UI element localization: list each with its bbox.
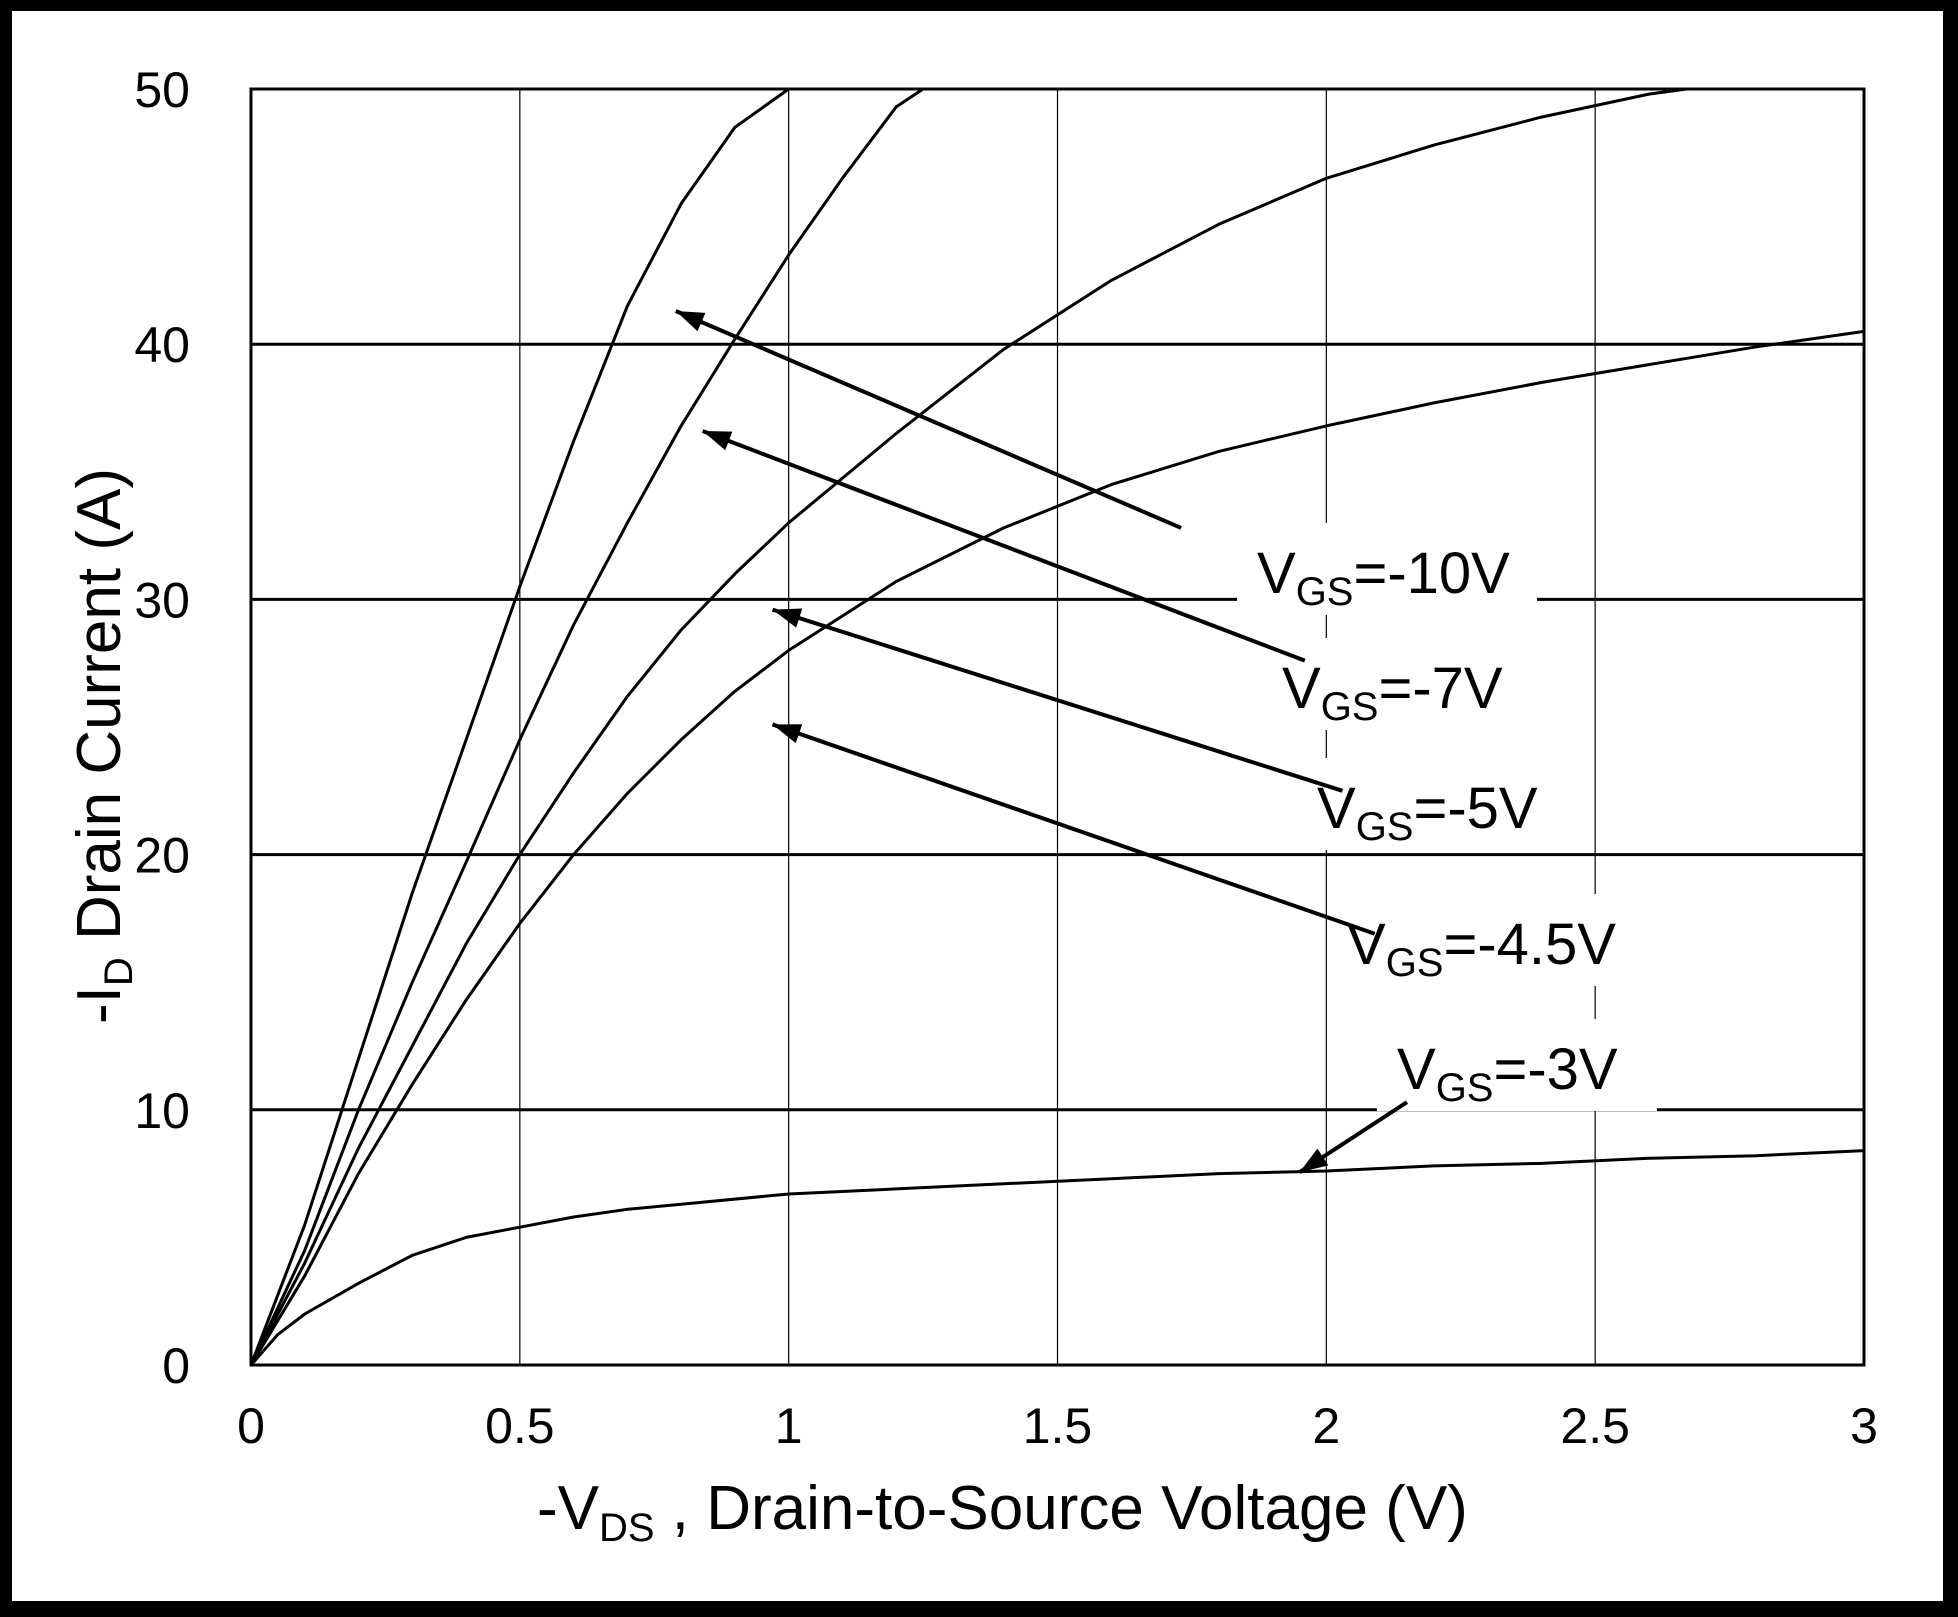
x-tick-label: 0.5 [485,1398,555,1454]
label-mask [1297,758,1557,850]
annotation-arrow-head [772,608,803,628]
series-label: VGS=-7V [1282,656,1503,729]
y-tick-label: 30 [134,572,190,628]
y-tick-label: 0 [162,1338,190,1394]
grid-layer [251,89,1864,1365]
y-tick-label: 10 [134,1083,190,1139]
y-tick-label: 50 [134,62,190,118]
annotation-arrow-head [675,311,706,332]
series-line-neg45V [249,329,1865,1366]
label-mask [1237,523,1537,615]
series-label: VGS=-5V [1317,776,1538,849]
series-line-neg5V [249,87,1687,1366]
series-layer [249,87,1865,1366]
x-tick-label: 3 [1850,1398,1878,1454]
series-label: VGS=-4.5V [1347,912,1616,985]
plot-area-border [249,87,1866,1367]
annotation-layer: VGS=-10V VGS=-7V VGS=-5V VGS=-4.5V VGS=-3V [674,309,1657,1174]
x-tick-label: 0 [237,1398,265,1454]
annotation-arrow-line [674,309,1182,530]
y-tick-label: 20 [134,828,190,884]
x-tick-label: 1.5 [1023,1398,1093,1454]
annotation-arrow-line [771,607,1344,793]
annotation-arrow-head [772,724,803,744]
series-label: VGS=-10V [1257,541,1510,614]
x-tick-label: 2 [1312,1398,1340,1454]
annotation-arrow-line [771,722,1376,936]
series-line-neg3V [249,1149,1865,1366]
x-tick-label: 2.5 [1560,1398,1630,1454]
label-mask [1327,894,1657,986]
x-tick-label: 1 [775,1398,803,1454]
series-label: VGS=-3V [1397,1037,1618,1110]
y-tick-label: 40 [134,317,190,373]
annotation-arrow-head [702,430,733,451]
y-axis-title: -ID Drain Current (A) [65,468,141,1024]
label-mask [1377,1019,1657,1111]
x-axis-title: -VDS , Drain-to-Source Voltage (V) [537,1474,1468,1550]
annotation-arrow-line [701,429,1306,663]
annotation-arrow-head [1299,1148,1329,1173]
chart-frame: 0 0.5 1 1.5 2 2.5 3 0 10 20 30 40 50 VGS=-10V VGS=-7V… [12,11,1943,1601]
series-line-neg7V [249,87,924,1366]
series-line-neg10V [249,87,790,1366]
label-mask [1262,638,1522,730]
